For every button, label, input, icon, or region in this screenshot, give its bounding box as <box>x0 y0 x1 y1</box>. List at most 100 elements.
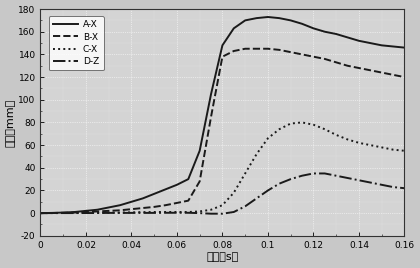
B-X <box>72 211 77 214</box>
A-X <box>106 206 111 209</box>
A-X <box>49 211 54 214</box>
C-X <box>220 204 225 207</box>
C-X <box>333 133 339 136</box>
D-Z <box>345 176 350 180</box>
B-X <box>345 64 350 67</box>
C-X <box>243 172 248 175</box>
C-X <box>254 152 259 156</box>
C-X <box>322 128 327 131</box>
B-X <box>174 201 179 204</box>
B-X <box>402 76 407 79</box>
D-Z <box>163 211 168 214</box>
D-Z <box>60 211 66 215</box>
A-X <box>140 197 145 200</box>
C-X <box>186 210 191 214</box>
B-X <box>118 209 123 212</box>
D-Z <box>152 211 157 214</box>
Line: A-X: A-X <box>40 17 404 213</box>
D-Z <box>356 179 361 182</box>
D-Z <box>311 172 316 175</box>
B-X <box>311 55 316 58</box>
C-X <box>95 211 100 214</box>
B-X <box>152 205 157 209</box>
B-X <box>60 211 66 214</box>
B-X <box>163 204 168 207</box>
B-X <box>288 51 293 54</box>
X-axis label: 时间（s）: 时间（s） <box>206 252 239 262</box>
C-X <box>391 148 396 151</box>
A-X <box>299 22 304 25</box>
A-X <box>72 210 77 214</box>
D-Z <box>288 177 293 181</box>
B-X <box>95 210 100 213</box>
B-X <box>254 47 259 50</box>
D-Z <box>84 211 89 215</box>
C-X <box>265 137 270 140</box>
D-Z <box>277 182 282 185</box>
A-X <box>174 183 179 187</box>
D-Z <box>208 212 213 215</box>
A-X <box>152 192 157 195</box>
C-X <box>277 128 282 131</box>
C-X <box>38 211 43 215</box>
B-X <box>129 207 134 211</box>
B-X <box>186 199 191 202</box>
A-X <box>322 30 327 33</box>
B-X <box>368 69 373 72</box>
A-X <box>391 45 396 48</box>
A-X <box>345 36 350 39</box>
D-Z <box>299 174 304 177</box>
B-X <box>231 49 236 53</box>
B-X <box>299 53 304 56</box>
A-X <box>163 188 168 191</box>
Y-axis label: 位移（mm）: 位移（mm） <box>5 98 16 147</box>
C-X <box>208 208 213 211</box>
Legend: A-X, B-X, C-X, D-Z: A-X, B-X, C-X, D-Z <box>49 16 104 70</box>
D-Z <box>197 211 202 215</box>
D-Z <box>174 211 179 214</box>
Line: C-X: C-X <box>40 122 404 213</box>
D-Z <box>49 211 54 215</box>
D-Z <box>231 210 236 214</box>
C-X <box>84 211 89 214</box>
C-X <box>140 210 145 214</box>
B-X <box>140 206 145 210</box>
A-X <box>38 211 43 215</box>
C-X <box>288 122 293 125</box>
A-X <box>95 208 100 211</box>
C-X <box>163 210 168 214</box>
A-X <box>186 177 191 181</box>
C-X <box>379 146 384 149</box>
A-X <box>118 204 123 207</box>
A-X <box>333 32 339 36</box>
A-X <box>243 19 248 22</box>
C-X <box>299 121 304 124</box>
D-Z <box>72 211 77 215</box>
C-X <box>129 211 134 214</box>
A-X <box>402 46 407 49</box>
C-X <box>72 211 77 215</box>
B-X <box>243 47 248 50</box>
D-Z <box>368 181 373 184</box>
Line: D-Z: D-Z <box>40 173 404 214</box>
C-X <box>368 143 373 147</box>
B-X <box>197 180 202 183</box>
C-X <box>106 211 111 214</box>
A-X <box>265 15 270 18</box>
B-X <box>277 48 282 51</box>
C-X <box>402 149 407 152</box>
C-X <box>60 211 66 215</box>
C-X <box>356 141 361 144</box>
D-Z <box>333 174 339 177</box>
A-X <box>220 44 225 47</box>
D-Z <box>265 189 270 192</box>
B-X <box>333 61 339 64</box>
D-Z <box>391 185 396 189</box>
A-X <box>254 17 259 20</box>
D-Z <box>106 211 111 214</box>
C-X <box>311 123 316 126</box>
B-X <box>379 71 384 74</box>
A-X <box>197 149 202 152</box>
B-X <box>38 211 43 215</box>
B-X <box>106 209 111 213</box>
